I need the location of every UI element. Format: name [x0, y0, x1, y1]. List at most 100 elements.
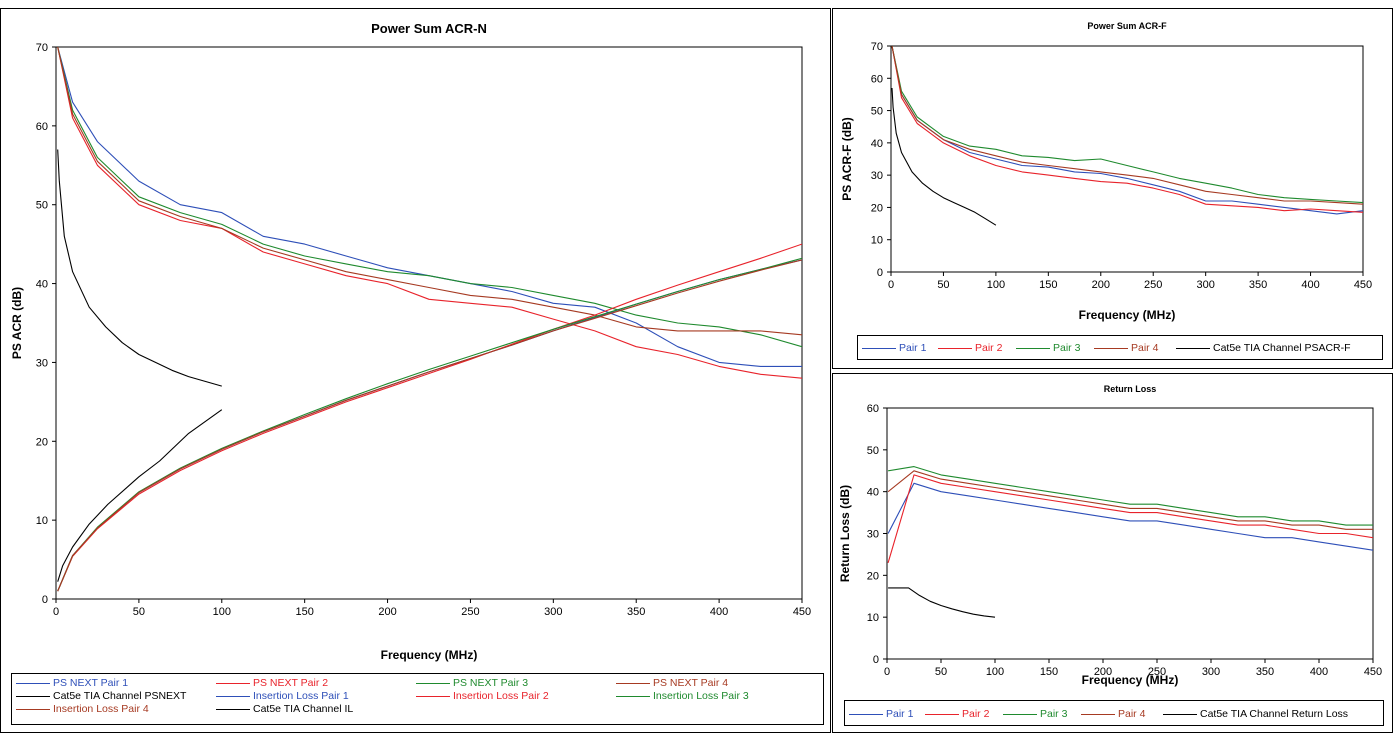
acrn-x-tick-label: 400: [710, 606, 728, 618]
rl-y-tick-label: 0: [873, 654, 879, 666]
acrn-plot-area: [55, 46, 803, 600]
acrn-legend-swatch: [616, 682, 650, 684]
rl-x-tick-label: 200: [1094, 666, 1112, 678]
acrf-legend-item: Pair 1: [862, 342, 926, 354]
rl-legend-item: Cat5e TIA Channel Return Loss: [1163, 708, 1348, 720]
rl-series-line-2: [888, 466, 1373, 526]
acrn-chart-title: Power Sum ACR-N: [371, 21, 487, 36]
rl-x-tick-label: 350: [1256, 666, 1274, 678]
rl-x-tick-label: 0: [884, 666, 890, 678]
rl-y-tick-label: 20: [867, 570, 879, 582]
rl-legend-label: Pair 2: [962, 708, 990, 720]
acrn-series-line-2: [57, 47, 802, 348]
acrn-y-tick-label: 60: [36, 121, 48, 133]
acrn-series-line-8: [57, 259, 802, 592]
acrn-legend: PS NEXT Pair 1 PS NEXT Pair 2 PS NEXT Pair…: [11, 673, 824, 725]
acrn-legend-swatch: [16, 708, 50, 710]
acrf-legend-label: Pair 4: [1131, 342, 1159, 354]
rl-legend: Pair 1 Pair 2 Pair 3 Pair 4 Cat5e TIA Channe…: [844, 700, 1384, 726]
acrn-x-tick-label: 100: [213, 606, 231, 618]
rl-chart-title: Return Loss: [1104, 384, 1157, 394]
rl-legend-label: Pair 3: [1040, 708, 1068, 720]
acrn-series-line-6: [57, 243, 802, 592]
acrf-y-tick-label: 50: [871, 106, 883, 118]
acrf-y-tick-label: 30: [871, 170, 883, 182]
rl-legend-swatch: [1081, 713, 1115, 715]
acrn-legend-label: PS NEXT Pair 3: [453, 677, 529, 689]
acrn-legend-label: PS NEXT Pair 1: [53, 677, 129, 689]
acrn-legend-swatch: [16, 695, 50, 697]
acrf-x-tick-label: 300: [1196, 279, 1214, 291]
acrf-legend-item: Pair 3: [1016, 342, 1080, 354]
rl-legend-swatch: [1003, 713, 1037, 715]
acrn-x-tick-label: 450: [793, 606, 811, 618]
acrf-x-axis-label: Frequency (MHz): [1079, 308, 1176, 322]
acrn-y-tick-label: 30: [36, 357, 48, 369]
rl-chart-frame: Return Loss 0 50 100 150 200 250 300 350 400 450 0 1…: [832, 373, 1393, 733]
acrn-legend-item: PS NEXT Pair 1: [16, 677, 128, 689]
acrf-y-tick-label: 40: [871, 138, 883, 150]
rl-legend-swatch: [925, 713, 959, 715]
acrn-legend-item: PS NEXT Pair 4: [616, 677, 728, 689]
acrn-y-tick-label: 0: [42, 594, 48, 606]
acrn-y-tick-label: 40: [36, 279, 48, 291]
rl-x-tick-label: 300: [1202, 666, 1220, 678]
acrf-y-axis-label: PS ACR-F (dB): [840, 117, 854, 201]
acrn-legend-label: Cat5e TIA Channel PSNEXT: [53, 690, 187, 702]
acrf-x-tick-label: 0: [888, 279, 894, 291]
acrn-legend-label: Insertion Loss Pair 4: [53, 703, 149, 715]
acrf-x-tick-label: 100: [987, 279, 1005, 291]
acrn-legend-swatch: [216, 682, 250, 684]
acrn-series-line-0: [57, 47, 802, 367]
rl-series-line-3: [887, 470, 1373, 530]
rl-series-line-0: [887, 482, 1373, 551]
acrf-chart-frame: Power Sum ACR-F 0 50 100 150 200 250 300 350 400 4…: [832, 8, 1393, 369]
acrn-legend-swatch: [216, 695, 250, 697]
acrn-x-tick-label: 300: [544, 606, 562, 618]
acrn-legend-item: Insertion Loss Pair 4: [16, 703, 149, 715]
rl-legend-item: Pair 3: [1003, 708, 1067, 720]
acrf-series-line-4: [891, 87, 997, 226]
rl-legend-swatch: [849, 713, 883, 715]
acrf-legend: Pair 1 Pair 2 Pair 3 Pair 4 Cat5e TIA Channe…: [857, 335, 1383, 360]
acrn-legend-item: Insertion Loss Pair 3: [616, 690, 749, 702]
acrf-legend-item: Pair 4: [1094, 342, 1158, 354]
acrn-x-tick-label: 150: [295, 606, 313, 618]
acrn-legend-swatch: [216, 708, 250, 710]
acrn-x-axis-label: Frequency (MHz): [381, 648, 478, 662]
acrn-legend-swatch: [616, 695, 650, 697]
acrn-series-line-3: [57, 47, 802, 336]
acrf-x-tick-label: 350: [1249, 279, 1267, 291]
acrf-x-tick-label: 50: [937, 279, 949, 291]
rl-x-tick-label: 400: [1310, 666, 1328, 678]
acrf-legend-label: Pair 1: [899, 342, 927, 354]
acrf-x-tick-label: 400: [1301, 279, 1319, 291]
acrn-legend-swatch: [416, 682, 450, 684]
acrn-legend-item: Insertion Loss Pair 2: [416, 690, 549, 702]
acrf-x-tick-label: 200: [1092, 279, 1110, 291]
acrn-series-line-7: [57, 257, 802, 592]
acrf-legend-swatch: [862, 347, 896, 349]
acrn-y-tick-label: 50: [36, 200, 48, 212]
acrf-y-tick-label: 10: [871, 235, 883, 247]
acrf-series-line-2: [891, 46, 1363, 204]
acrn-x-tick-label: 0: [53, 606, 59, 618]
acrf-legend-swatch: [938, 347, 972, 349]
acrf-legend-swatch: [1094, 347, 1128, 349]
rl-chart-svg: Return Loss 0 50 100 150 200 250 300 350 400 450 0 1…: [838, 384, 1382, 687]
acrf-y-tick-label: 70: [871, 41, 883, 53]
acrf-legend-label: Cat5e TIA Channel PSACR-F: [1213, 342, 1351, 354]
acrn-legend-item: Cat5e TIA Channel PSNEXT: [16, 690, 186, 702]
rl-x-tick-label: 50: [935, 666, 947, 678]
acrn-x-tick-label: 50: [133, 606, 145, 618]
acrf-x-tick-label: 250: [1144, 279, 1162, 291]
acrf-series-line-3: [891, 46, 1363, 205]
acrn-y-axis-label: PS ACR (dB): [10, 287, 24, 359]
acrf-legend-swatch: [1176, 347, 1210, 349]
rl-legend-swatch: [1163, 713, 1197, 715]
rl-y-tick-label: 60: [867, 403, 879, 415]
rl-legend-item: Pair 2: [925, 708, 989, 720]
acrf-series-line-1: [891, 46, 1363, 213]
rl-x-tick-label: 100: [986, 666, 1004, 678]
rl-x-tick-label: 250: [1148, 666, 1166, 678]
